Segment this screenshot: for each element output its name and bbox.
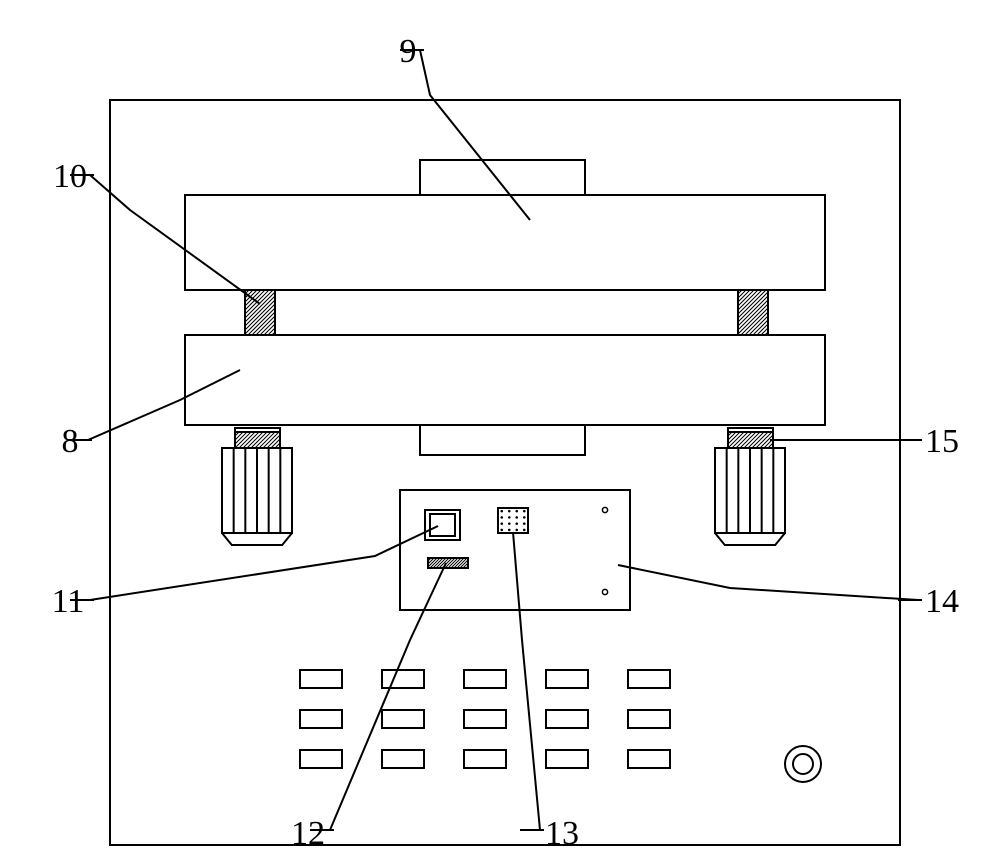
callout-9-label: 9: [400, 33, 417, 70]
callout-12-label: 12: [291, 815, 325, 852]
callout-11: [90, 526, 438, 600]
callout-11-label: 11: [52, 583, 85, 620]
callout-8-label: 8: [62, 423, 79, 460]
callout-14: [618, 565, 918, 600]
callout-13-label: 13: [545, 815, 579, 852]
callout-15-label: 15: [925, 423, 959, 460]
callout-10-label: 10: [53, 158, 87, 195]
callout-12: [330, 563, 446, 830]
callout-14-label: 14: [925, 583, 959, 620]
callout-13: [513, 532, 540, 830]
diagram-canvas: 9 10 8 11 12 13 14 15: [0, 0, 1000, 860]
